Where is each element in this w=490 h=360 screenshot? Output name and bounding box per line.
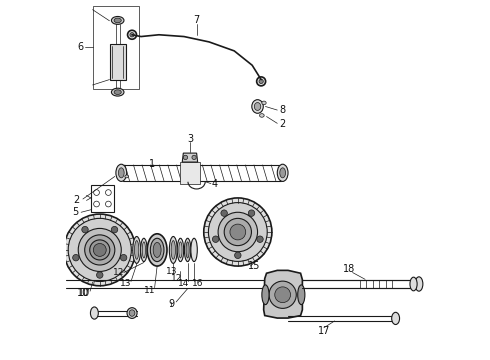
Text: 15: 15 [248, 261, 260, 271]
Circle shape [204, 198, 272, 266]
Ellipse shape [129, 310, 135, 316]
Ellipse shape [125, 175, 128, 178]
Ellipse shape [171, 240, 175, 259]
Ellipse shape [170, 237, 177, 264]
Ellipse shape [392, 312, 399, 324]
Polygon shape [182, 153, 197, 162]
Ellipse shape [153, 242, 161, 257]
Bar [93, 6, 139, 89]
Text: 7: 7 [194, 15, 200, 26]
Bar [180, 162, 200, 184]
Circle shape [275, 287, 291, 303]
Text: 2: 2 [279, 120, 286, 129]
Ellipse shape [111, 88, 124, 96]
Circle shape [82, 226, 88, 233]
Text: 14: 14 [178, 279, 190, 288]
Ellipse shape [186, 242, 189, 258]
Circle shape [213, 236, 219, 242]
Ellipse shape [257, 77, 266, 86]
Ellipse shape [133, 237, 141, 264]
Ellipse shape [116, 164, 126, 181]
Ellipse shape [127, 30, 137, 39]
Text: 18: 18 [343, 264, 355, 274]
Ellipse shape [262, 101, 266, 105]
Circle shape [208, 203, 267, 261]
Circle shape [230, 224, 245, 240]
Circle shape [73, 255, 79, 261]
Ellipse shape [111, 17, 124, 24]
Text: 8: 8 [280, 105, 286, 115]
Text: 3: 3 [187, 134, 193, 144]
Circle shape [269, 281, 296, 309]
Circle shape [68, 219, 131, 282]
Text: 9: 9 [169, 299, 174, 309]
Ellipse shape [177, 238, 184, 262]
Circle shape [64, 214, 136, 286]
Ellipse shape [114, 18, 122, 23]
Text: 10: 10 [77, 288, 89, 298]
Text: 5: 5 [73, 207, 79, 217]
Ellipse shape [127, 308, 137, 319]
Ellipse shape [254, 103, 261, 111]
Bar [110, 44, 125, 80]
Circle shape [248, 210, 255, 216]
Circle shape [221, 210, 227, 216]
Circle shape [97, 272, 103, 278]
Text: 10: 10 [77, 288, 90, 298]
Ellipse shape [141, 238, 147, 262]
Circle shape [235, 252, 241, 258]
Ellipse shape [277, 164, 288, 181]
Ellipse shape [142, 242, 146, 258]
Text: 12: 12 [171, 274, 183, 283]
Text: 6: 6 [77, 42, 83, 52]
Ellipse shape [260, 114, 264, 117]
Ellipse shape [415, 277, 423, 291]
Ellipse shape [147, 234, 167, 266]
Ellipse shape [179, 242, 182, 258]
Text: 1: 1 [148, 159, 155, 169]
Ellipse shape [191, 238, 197, 262]
Ellipse shape [135, 240, 139, 259]
Text: 4: 4 [212, 179, 218, 189]
Circle shape [218, 212, 258, 252]
Ellipse shape [252, 100, 263, 113]
Circle shape [78, 228, 122, 271]
Ellipse shape [259, 79, 263, 84]
Ellipse shape [130, 33, 134, 37]
Polygon shape [264, 270, 302, 318]
Circle shape [121, 255, 127, 261]
Ellipse shape [280, 168, 286, 178]
Text: 11: 11 [144, 286, 156, 295]
Circle shape [111, 226, 118, 233]
Ellipse shape [119, 168, 124, 178]
Ellipse shape [184, 238, 191, 262]
Text: 2: 2 [74, 195, 79, 205]
Circle shape [85, 235, 115, 265]
Text: 17: 17 [318, 325, 330, 336]
Text: 13: 13 [120, 279, 132, 288]
Text: 12: 12 [113, 268, 124, 277]
Ellipse shape [114, 90, 122, 94]
Text: 16: 16 [192, 279, 203, 288]
Circle shape [257, 236, 263, 242]
Circle shape [90, 240, 110, 260]
Bar [91, 185, 114, 212]
Ellipse shape [410, 277, 417, 291]
Text: 13: 13 [166, 267, 177, 276]
Ellipse shape [298, 285, 305, 305]
Ellipse shape [91, 307, 98, 319]
Circle shape [224, 219, 251, 246]
Ellipse shape [262, 285, 269, 305]
Circle shape [93, 243, 106, 256]
Circle shape [192, 155, 196, 159]
Ellipse shape [150, 238, 164, 262]
Circle shape [183, 155, 188, 159]
